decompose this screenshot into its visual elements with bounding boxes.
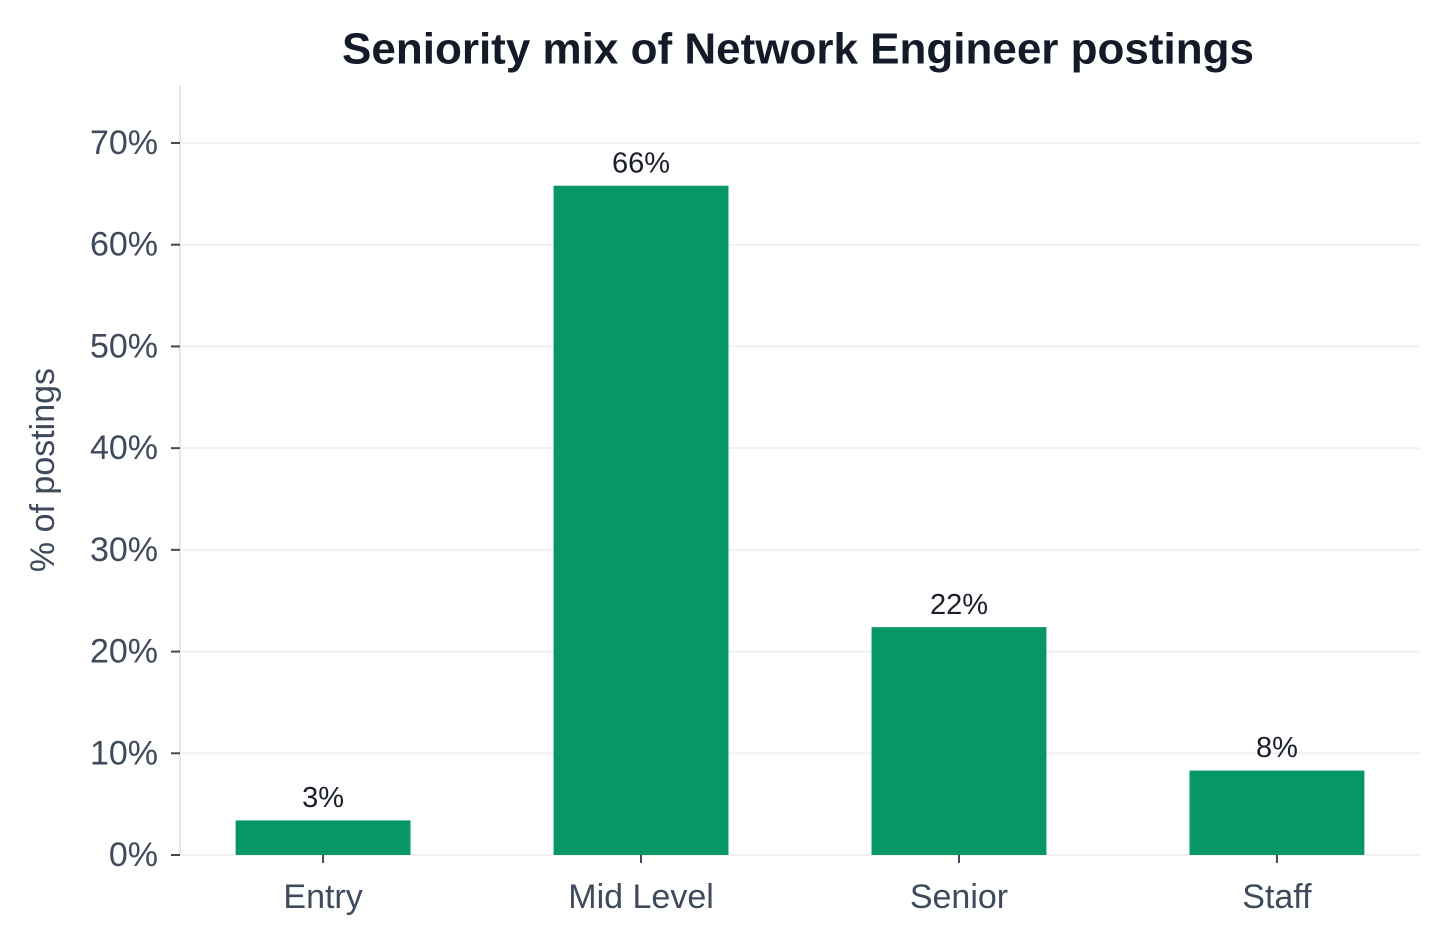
bar: [871, 627, 1047, 855]
chart-title: Seniority mix of Network Engineer postin…: [342, 25, 1254, 74]
y-axis-label: % of postings: [24, 368, 62, 572]
data-label: 22%: [930, 589, 988, 621]
bar: [1189, 770, 1365, 855]
y-tick-label: 30%: [90, 531, 158, 569]
data-label: 3%: [302, 782, 344, 814]
y-tick-label: 70%: [90, 124, 158, 162]
y-tick-label: 60%: [90, 226, 158, 264]
bar: [235, 820, 411, 855]
y-tick-label: 40%: [90, 429, 158, 467]
y-tick-label: 10%: [90, 734, 158, 772]
y-tick-label: 50%: [90, 327, 158, 365]
y-tick-label: 20%: [90, 633, 158, 671]
x-tick-label: Entry: [283, 878, 362, 916]
x-tick-label: Staff: [1242, 878, 1312, 916]
bar: [553, 185, 729, 855]
data-label: 8%: [1256, 732, 1298, 764]
data-label: 66%: [612, 147, 670, 179]
x-tick-label: Senior: [910, 878, 1008, 916]
y-tick-label: 0%: [109, 836, 158, 874]
x-tick-label: Mid Level: [568, 878, 714, 916]
